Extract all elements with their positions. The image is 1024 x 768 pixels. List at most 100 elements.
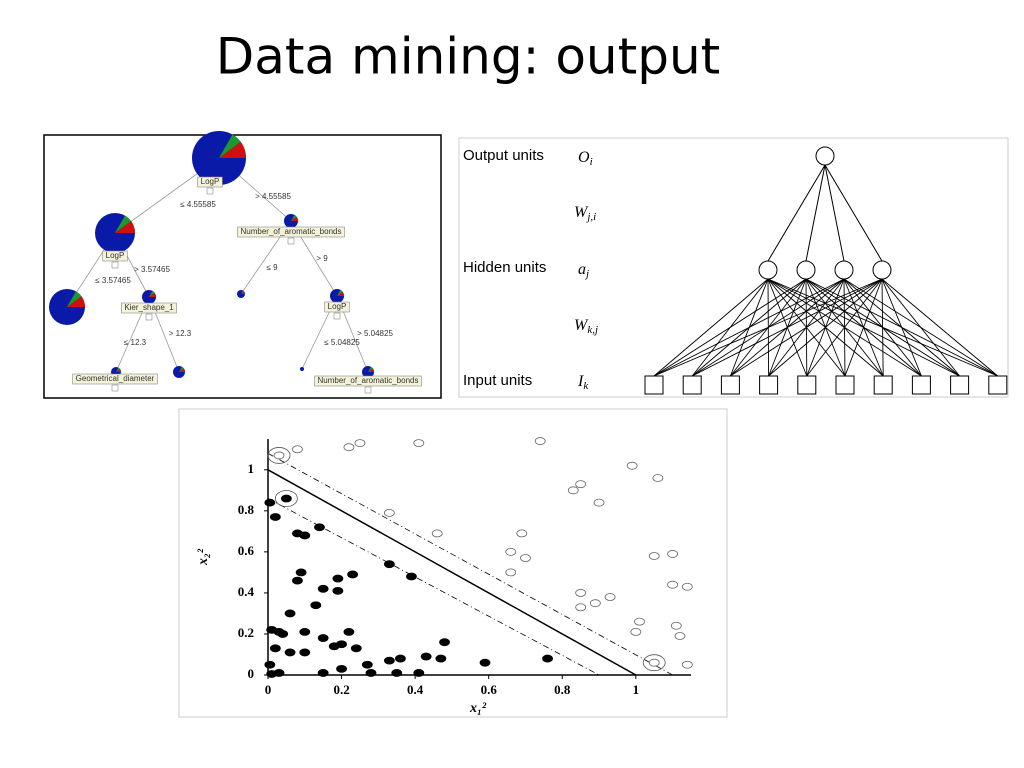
point <box>277 630 289 638</box>
point <box>383 656 395 665</box>
expand-box <box>111 261 119 269</box>
x-tick-label: 0.4 <box>407 682 424 697</box>
weight-edge <box>843 278 999 377</box>
x-axis-label: x₁² <box>469 701 487 716</box>
node-box <box>197 176 223 188</box>
point <box>534 437 546 445</box>
edge-label: > 5.04825 <box>357 329 393 338</box>
x-tick-label: 0.6 <box>481 682 498 697</box>
support-ring <box>267 447 291 464</box>
point <box>310 601 322 610</box>
pie-slice <box>116 367 120 372</box>
y-tick-label: 0 <box>248 666 255 681</box>
point <box>299 648 311 657</box>
unit <box>758 260 778 280</box>
expand-box <box>364 386 372 394</box>
node-label: LogP <box>201 177 220 186</box>
weight-edge <box>691 278 769 377</box>
point <box>292 445 303 454</box>
point <box>280 494 292 503</box>
point <box>317 584 329 593</box>
input-unit <box>911 375 931 395</box>
point <box>343 628 355 636</box>
point <box>567 486 579 495</box>
expand-box <box>145 313 153 321</box>
support-ring <box>274 490 298 507</box>
subscript: j <box>584 268 589 280</box>
edge-label: ≤ 9 <box>266 263 278 272</box>
point <box>354 439 366 448</box>
point <box>361 660 373 669</box>
unit <box>872 260 892 280</box>
point <box>269 644 281 653</box>
point <box>336 664 347 673</box>
weight-edge <box>767 164 826 262</box>
point <box>630 628 642 636</box>
point <box>648 658 660 667</box>
point <box>516 529 528 538</box>
unit-symbol: aj <box>578 261 589 280</box>
expand-box <box>111 384 119 392</box>
point <box>604 593 616 601</box>
edge-label: ≤ 12.3 <box>124 338 147 347</box>
input-unit <box>797 375 817 395</box>
input-unit <box>720 375 740 395</box>
pie-slice <box>67 296 85 307</box>
subscript: i <box>590 156 593 168</box>
symbol: W <box>574 204 589 221</box>
edge-label: > 4.55585 <box>255 192 291 201</box>
boundary-line <box>267 469 637 676</box>
input-unit <box>644 375 664 395</box>
point <box>350 644 362 653</box>
x-tick-label: 0.2 <box>333 682 349 697</box>
pie-slice <box>219 141 246 158</box>
point <box>667 580 679 589</box>
y-tick-label: 0.4 <box>238 584 255 599</box>
scatter-plot: 0 0.2 0.4 0.6 0.8 1 0 0.2 0.4 0.6 0.8 1 x₁² x₂² <box>196 437 693 716</box>
point <box>593 498 605 507</box>
point <box>295 568 307 577</box>
point <box>328 642 340 651</box>
edge-label: > 9 <box>316 254 328 263</box>
edge-label: > 3.57465 <box>134 265 170 274</box>
input-unit <box>873 375 893 395</box>
x-tick-label: 1 <box>633 682 640 697</box>
point <box>314 523 325 532</box>
point <box>431 529 443 538</box>
pie-slice <box>179 368 185 372</box>
point <box>264 498 276 507</box>
pie-slice <box>368 366 373 372</box>
pie-slice <box>116 369 121 372</box>
point <box>317 634 329 642</box>
point <box>383 508 395 517</box>
point <box>542 654 553 663</box>
unit-symbol: Wk,j <box>574 317 598 336</box>
node-label: LogP <box>328 302 347 311</box>
point <box>264 660 276 669</box>
node-box <box>324 301 350 313</box>
point <box>299 531 311 540</box>
pie-node <box>300 367 304 371</box>
weight-edge <box>824 164 845 262</box>
weight-edge <box>767 278 960 377</box>
node-box <box>102 250 128 262</box>
scatter-frame <box>178 408 728 718</box>
point <box>648 552 660 560</box>
point <box>269 513 281 521</box>
pie-slice <box>368 368 374 372</box>
pie-slice <box>179 366 184 372</box>
point <box>343 443 355 452</box>
support-ring <box>642 654 666 672</box>
node-box <box>237 226 345 238</box>
y-tick-label: 0.2 <box>238 625 254 640</box>
subscript: j,i <box>585 211 596 223</box>
point <box>520 554 531 562</box>
unit <box>815 146 835 166</box>
weight-edge <box>767 278 770 377</box>
node-box <box>121 302 177 314</box>
y-tick-label: 0.6 <box>238 543 255 558</box>
point <box>674 632 686 640</box>
point <box>667 550 679 558</box>
node-label: Number_of_aromatic_bonds <box>241 227 342 236</box>
